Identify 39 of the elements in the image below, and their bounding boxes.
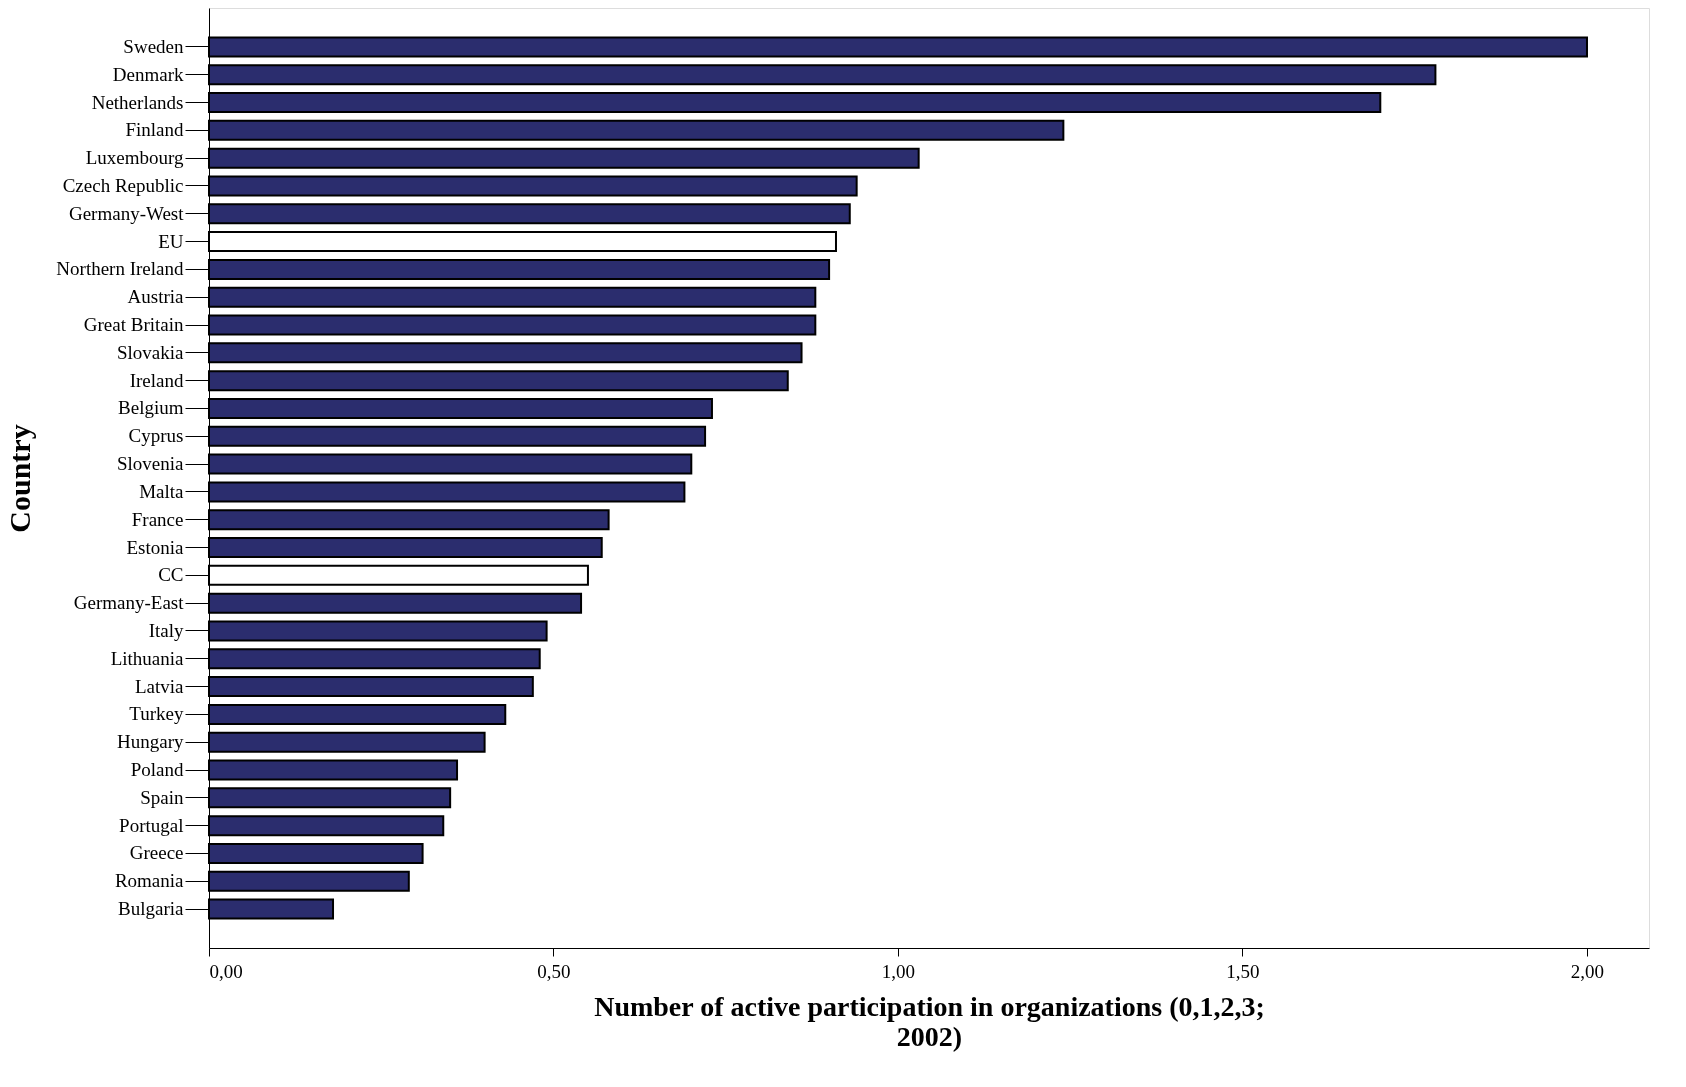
y-tick-label: Estonia <box>126 536 185 558</box>
y-tick-label: France <box>131 508 184 530</box>
y-tick-label: Belgium <box>118 397 184 419</box>
y-tick-label: Poland <box>130 759 184 781</box>
y-tick-label: EU <box>158 230 184 252</box>
y-tick-label: Germany-East <box>73 592 185 614</box>
y-tick-label: Portugal <box>119 814 184 836</box>
y-tick-label: Slovenia <box>117 453 185 475</box>
y-axis-title: Country <box>3 424 37 533</box>
y-tick-label: Hungary <box>117 731 184 753</box>
y-tick-label: Slovakia <box>117 341 185 363</box>
y-tick-label: CC <box>158 564 184 586</box>
y-tick-label: Austria <box>127 286 185 308</box>
y-tick-label: Latvia <box>134 675 185 697</box>
y-tick-label: Ireland <box>129 369 184 391</box>
y-tick-label: Netherlands <box>91 91 184 113</box>
x-tick-label: 2,00 <box>1570 960 1605 982</box>
y-tick-label: Romania <box>114 870 185 892</box>
x-tick-label: 1,50 <box>1226 960 1260 982</box>
x-tick-label: 0,50 <box>537 960 571 982</box>
y-tick-label: Lithuania <box>110 647 185 669</box>
y-tick-label: Luxembourg <box>85 147 184 169</box>
y-tick-label: Turkey <box>129 703 184 725</box>
y-tick-label: Northern Ireland <box>56 258 184 280</box>
y-tick-label: Cyprus <box>128 425 184 447</box>
y-tick-label: Great Britain <box>83 314 184 336</box>
x-tick-label: 1,00 <box>881 960 916 982</box>
y-tick-label: Czech Republic <box>62 174 184 196</box>
y-tick-label: Greece <box>129 842 184 864</box>
y-tick-label: Italy <box>148 619 184 641</box>
y-tick-label: Spain <box>140 786 184 808</box>
x-tick-label: 0,00 <box>209 960 243 982</box>
y-tick-label: Finland <box>125 119 184 141</box>
y-tick-label: Sweden <box>123 35 184 57</box>
y-tick-label: Germany-West <box>68 202 185 224</box>
y-tick-label: Denmark <box>112 63 184 85</box>
y-tick-label: Bulgaria <box>118 898 185 920</box>
x-axis-title: Number of active participation in organizations (0,1,2,3; 2002) <box>594 990 1265 1052</box>
y-tick-label: Malta <box>139 480 185 502</box>
